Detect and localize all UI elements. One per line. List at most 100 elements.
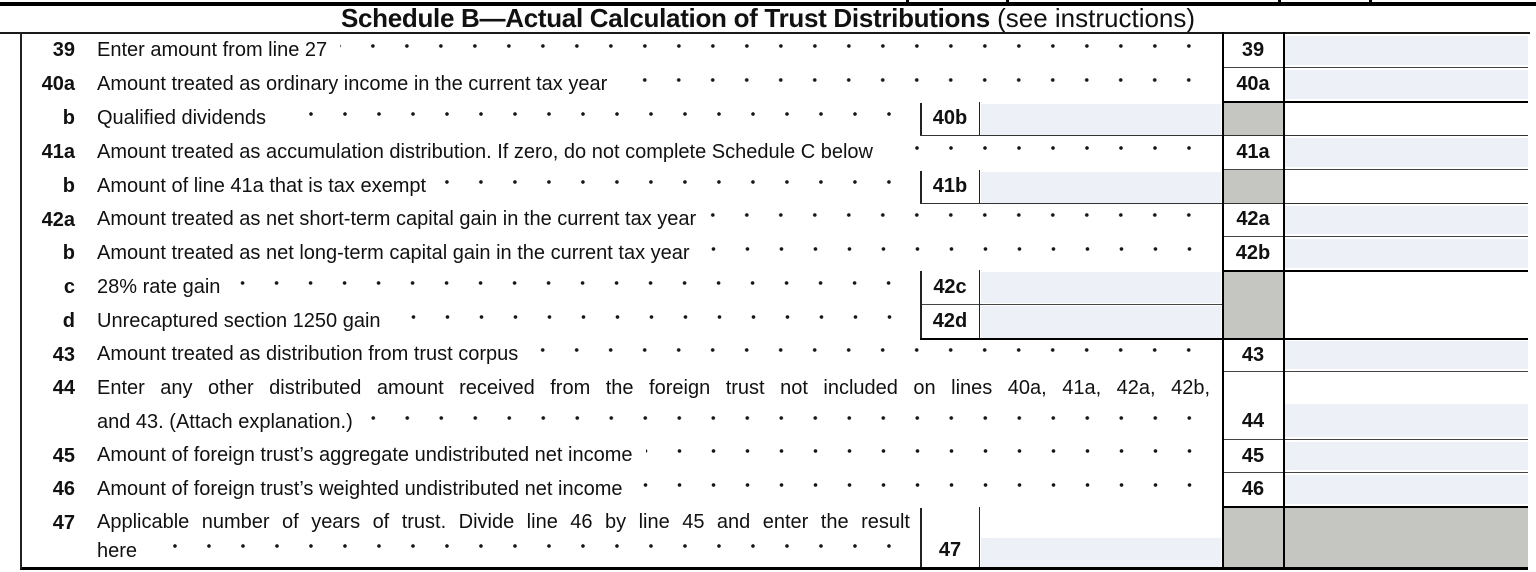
line-ref-42a: 42a bbox=[1236, 208, 1270, 230]
dot-leader bbox=[439, 169, 910, 203]
amount-input-39[interactable] bbox=[1284, 35, 1528, 65]
row-description-46: Amount of foreign trust’s weighted undis… bbox=[97, 472, 1210, 506]
divider-line bbox=[920, 103, 922, 135]
divider-line bbox=[0, 32, 1530, 34]
row-description-44-line2: and 43. (Attach explanation.) bbox=[97, 405, 1210, 439]
divider-line bbox=[920, 338, 1528, 341]
divider-line bbox=[1222, 371, 1528, 373]
dot-leader bbox=[531, 338, 1210, 371]
amount-input-40a[interactable] bbox=[1284, 69, 1528, 99]
dot-leader bbox=[233, 270, 910, 304]
shaded-cell-42cd bbox=[1223, 270, 1283, 338]
amount-input-42c[interactable] bbox=[981, 272, 1221, 303]
row-number-46: 46 bbox=[52, 478, 75, 500]
divider-line bbox=[1222, 506, 1528, 509]
line-ref-43: 43 bbox=[1241, 344, 1265, 366]
row-description-43: Amount treated as distribution from trus… bbox=[97, 338, 1210, 371]
dot-leader bbox=[393, 304, 910, 338]
dot-leader bbox=[150, 536, 910, 567]
amount-input-45[interactable] bbox=[1284, 441, 1528, 470]
row-description-45: Amount of foreign trust’s aggregate undi… bbox=[97, 439, 1210, 472]
row-description-42b: Amount treated as net long-term capital … bbox=[97, 236, 1210, 270]
line-ref-46: 46 bbox=[1241, 478, 1265, 500]
row-number-39: 39 bbox=[52, 39, 75, 61]
divider-line bbox=[979, 102, 981, 135]
shaded-cell-41b bbox=[1223, 169, 1283, 203]
row-description-44-line1: Enter any other distributed amount recei… bbox=[97, 377, 1210, 399]
divider-line bbox=[1222, 169, 1528, 171]
line-ref-45: 45 bbox=[1241, 445, 1265, 467]
row-number-40a: 40a bbox=[41, 73, 75, 95]
divider-line bbox=[920, 135, 1528, 137]
line-ref-44: 44 bbox=[1241, 410, 1265, 432]
dot-leader bbox=[279, 101, 910, 135]
divider-line bbox=[979, 507, 981, 567]
dot-leader bbox=[886, 135, 1210, 169]
divider-line bbox=[1222, 67, 1528, 69]
shaded-cell-47 bbox=[1223, 506, 1528, 567]
row-number-41a: 41a bbox=[41, 141, 75, 163]
row-description-40b: Qualified dividends bbox=[97, 101, 910, 135]
line-ref-42c: 42c bbox=[933, 276, 967, 298]
divider-line bbox=[20, 567, 1528, 570]
amount-input-41a[interactable] bbox=[1284, 137, 1528, 167]
row-description-41b: Amount of line 41a that is tax exempt bbox=[97, 169, 910, 203]
line-ref-42d: 42d bbox=[932, 310, 968, 332]
row-description-47-line2: here bbox=[97, 536, 910, 567]
amount-input-40b[interactable] bbox=[981, 104, 1221, 135]
row-description-42a: Amount treated as net short-term capital… bbox=[97, 203, 1210, 236]
divider-line bbox=[979, 170, 981, 203]
row-number-47: 47 bbox=[52, 512, 75, 534]
dot-leader bbox=[365, 405, 1210, 439]
row-number-42b: b bbox=[62, 242, 75, 264]
line-ref-42b: 42b bbox=[1235, 242, 1271, 264]
dot-leader bbox=[645, 439, 1210, 472]
divider-line bbox=[920, 304, 1222, 306]
dot-leader bbox=[620, 67, 1210, 101]
amount-input-47[interactable] bbox=[981, 538, 1221, 567]
row-description-39: Enter amount from line 27 bbox=[97, 33, 1210, 67]
divider-line bbox=[1222, 270, 1528, 273]
shaded-cell-40b bbox=[1223, 101, 1283, 135]
divider-line bbox=[920, 271, 922, 338]
row-description-47-line1: Applicable number of years of trust. Div… bbox=[97, 511, 910, 533]
amount-input-42b[interactable] bbox=[1284, 238, 1528, 268]
dot-leader bbox=[709, 203, 1210, 236]
line-ref-41b: 41b bbox=[932, 175, 968, 197]
schedule-note: (see instructions) bbox=[997, 3, 1196, 33]
row-number-44: 44 bbox=[52, 377, 75, 399]
divider-line bbox=[920, 171, 922, 203]
divider-line bbox=[1222, 236, 1528, 238]
line-ref-41a: 41a bbox=[1236, 141, 1270, 163]
divider-line bbox=[1222, 101, 1528, 104]
divider-line bbox=[920, 508, 922, 567]
line-ref-39: 39 bbox=[1241, 39, 1265, 61]
row-number-40b: b bbox=[62, 107, 75, 129]
row-number-42d: d bbox=[62, 310, 75, 332]
row-description-42d: Unrecaptured section 1250 gain bbox=[97, 304, 910, 338]
amount-input-43[interactable] bbox=[1284, 340, 1528, 369]
row-number-43: 43 bbox=[52, 344, 75, 366]
row-number-41b: b bbox=[62, 175, 75, 197]
divider-line bbox=[1283, 32, 1285, 569]
divider-line bbox=[20, 32, 22, 569]
line-ref-40a: 40a bbox=[1236, 73, 1270, 95]
line-ref-40b: 40b bbox=[932, 107, 968, 129]
amount-input-44[interactable] bbox=[1284, 404, 1528, 437]
row-description-40a: Amount treated as ordinary income in the… bbox=[97, 67, 1210, 101]
dot-leader bbox=[635, 472, 1210, 506]
row-description-41a: Amount treated as accumulation distribut… bbox=[97, 135, 1210, 169]
divider-line bbox=[0, 2, 1536, 6]
line-ref-47: 47 bbox=[938, 539, 962, 561]
row-number-42a: 42a bbox=[41, 209, 75, 231]
amount-input-46[interactable] bbox=[1284, 474, 1528, 504]
row-number-45: 45 bbox=[52, 445, 75, 467]
schedule-title: Schedule B—Actual Calculation of Trust D… bbox=[340, 3, 990, 33]
amount-input-41b[interactable] bbox=[981, 172, 1221, 203]
row-number-42c: c bbox=[63, 276, 75, 298]
dot-leader bbox=[340, 33, 1210, 67]
divider-line bbox=[1222, 32, 1224, 569]
amount-input-42d[interactable] bbox=[981, 305, 1221, 338]
amount-input-42a[interactable] bbox=[1284, 205, 1528, 234]
divider-line bbox=[920, 203, 1528, 205]
